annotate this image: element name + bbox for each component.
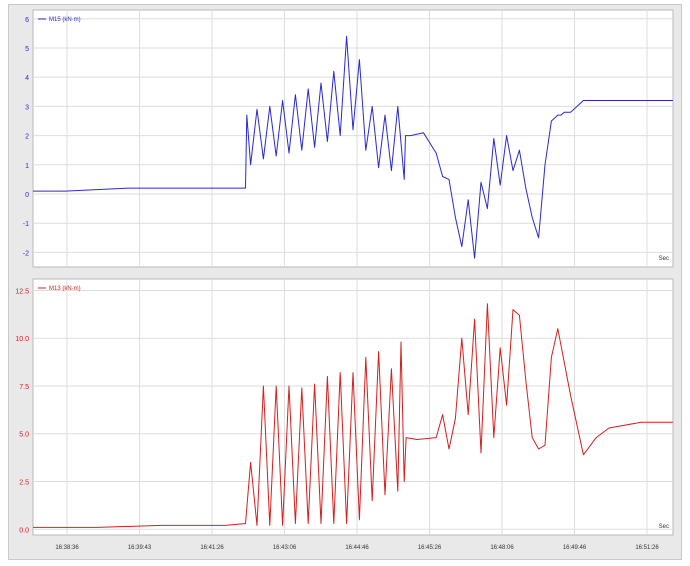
y-tick-label: 7.5 — [19, 384, 29, 391]
y-tick-label: 10.0 — [15, 336, 29, 343]
x-tick-label: 16:41:26 — [200, 545, 224, 551]
y-tick-label: -1 — [23, 221, 29, 228]
series-line — [33, 303, 673, 528]
y-tick-label: -2 — [23, 250, 29, 257]
x-tick-label: 16:38:36 — [55, 545, 79, 551]
x-tick-label: 16:44:46 — [345, 545, 369, 551]
y-tick-label: 5 — [25, 46, 29, 53]
x-tick-label: 16:49:46 — [563, 545, 587, 551]
chart-panel-1: -2 -1 0 1 2 3 4 5 6 M15 (kN·m) Sec — [23, 9, 674, 268]
series-line — [33, 35, 673, 259]
x-unit-label: Sec — [659, 524, 669, 530]
y-tick-label: 2.5 — [19, 480, 29, 487]
y-tick-label: 4 — [25, 75, 29, 82]
plot-area — [32, 278, 674, 536]
y-tick-label: 1 — [25, 163, 29, 170]
x-tick-label: 16:51:26 — [635, 545, 659, 551]
y-tick-label: 12.5 — [15, 288, 29, 295]
x-tick-label: 16:48:06 — [490, 545, 514, 551]
x-tick-label: 16:39:43 — [128, 545, 152, 551]
y-tick-label: 6 — [25, 17, 29, 24]
plot-area — [32, 9, 674, 268]
x-tick-label: 16:45:26 — [418, 545, 442, 551]
legend-label: M15 (kN·m) — [49, 17, 81, 23]
y-tick-label: 5.0 — [19, 432, 29, 439]
x-unit-label: Sec — [659, 256, 669, 262]
y-tick-label: 0 — [25, 192, 29, 199]
y-tick-label: 3 — [25, 104, 29, 111]
x-tick-label: 16:43:06 — [273, 545, 297, 551]
chart-panel-2: 0.0 2.5 5.0 7.5 10.0 12.5 M13 (kN·m) Sec 16:38:3… — [15, 278, 674, 551]
y-tick-label: 0.0 — [19, 527, 29, 534]
legend-label: M13 (kN·m) — [49, 286, 81, 292]
y-tick-label: 2 — [25, 134, 29, 141]
